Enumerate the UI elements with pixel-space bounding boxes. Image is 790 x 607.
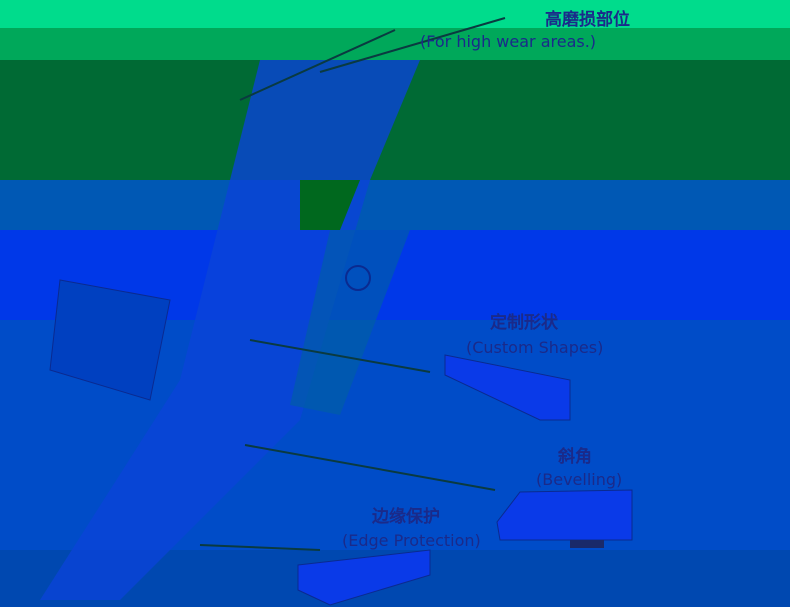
label-zh: 斜角: [557, 446, 592, 467]
label-en: (For high wear areas.): [420, 32, 596, 51]
label-zh: 高磨损部位: [545, 9, 630, 30]
label-en: (Bevelling): [536, 470, 622, 489]
label-zh: 边缘保护: [371, 506, 440, 527]
chute-illustration: [40, 60, 420, 600]
label-en: (Custom Shapes): [466, 338, 603, 357]
labels: 高磨损部位 (For high wear areas.) 定制形状 (Custo…: [342, 9, 630, 550]
parts: [297, 354, 633, 606]
label-zh: 定制形状: [490, 312, 559, 333]
leader-lines: [199, 17, 506, 551]
label-en: (Edge Protection): [342, 531, 481, 550]
